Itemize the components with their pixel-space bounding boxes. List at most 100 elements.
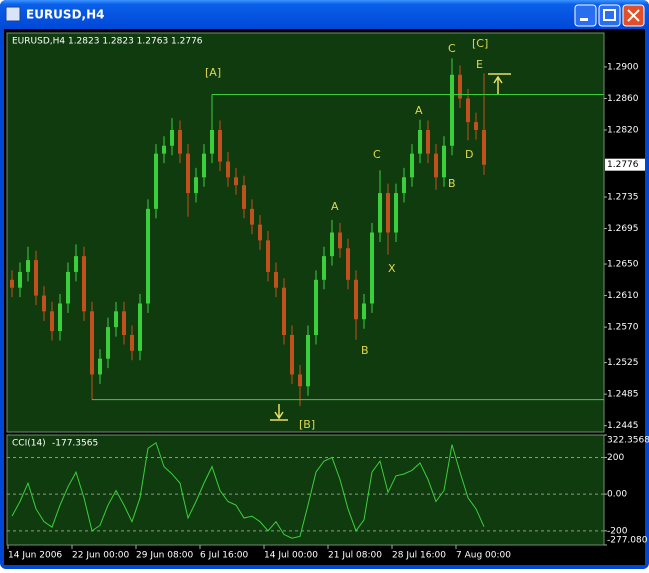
candle-body — [250, 208, 254, 225]
candle-body — [98, 358, 102, 375]
title-bar — [0, 0, 649, 29]
y-tick-label: 1.2445 — [607, 421, 639, 431]
wave-label: E — [476, 58, 483, 71]
candle-body — [146, 208, 150, 304]
y-tick-label: 1.2485 — [607, 390, 639, 400]
candle-body — [370, 232, 374, 304]
candle-body — [458, 74, 462, 99]
candle-body — [26, 260, 30, 272]
up-arrow — [488, 73, 511, 94]
candle-body — [266, 240, 270, 272]
x-tick-label: 28 Jul 16:00 — [392, 551, 446, 561]
candle-body — [18, 271, 22, 288]
candle-body — [154, 153, 158, 209]
maximize-button[interactable] — [598, 4, 621, 27]
y-tick-label: 1.2860 — [607, 94, 639, 104]
candle-body — [130, 335, 134, 351]
candle-body — [42, 295, 46, 312]
x-tick-label: 21 Jul 08:00 — [328, 551, 382, 561]
y-tick-label: -277.080 — [607, 536, 648, 546]
candle-body — [186, 153, 190, 194]
y-tick-label: 1.2735 — [607, 193, 639, 203]
wave-label: A — [415, 104, 423, 117]
y-tick-label: 1.2610 — [607, 291, 639, 301]
candle-body — [170, 129, 174, 146]
wave-label: [C] — [472, 37, 488, 50]
candle-body — [450, 74, 454, 146]
candle-body — [338, 232, 342, 249]
price-tag — [605, 158, 645, 171]
candle-body — [362, 303, 366, 320]
candle-body — [418, 129, 422, 154]
current-price: 1.2776 — [607, 160, 639, 170]
candle-body — [474, 122, 478, 130]
x-tick-label: 7 Aug 00:00 — [456, 551, 511, 561]
candle-body — [10, 279, 14, 288]
candle-body — [394, 193, 398, 233]
down-arrow — [270, 404, 288, 421]
candle-body — [322, 256, 326, 280]
cci-panel — [6, 434, 605, 546]
candle-body — [402, 177, 406, 194]
candle-body — [258, 224, 262, 241]
y-tick-label: -200 — [607, 526, 628, 536]
candle-body — [434, 153, 438, 178]
candle-body — [114, 311, 118, 328]
window-title: EURUSD,H4 — [26, 8, 104, 22]
candle-body — [482, 129, 486, 165]
x-tick-label: 22 Jun 00:00 — [72, 551, 129, 561]
candle-body — [306, 335, 310, 387]
candle-body — [386, 193, 390, 233]
y-tick-label: 200 — [607, 453, 624, 463]
wave-label: A — [331, 200, 339, 213]
candle-body — [314, 279, 318, 336]
wave-label: B — [448, 177, 456, 190]
candle-body — [298, 374, 302, 387]
candle-body — [82, 256, 86, 312]
candle-body — [122, 311, 126, 336]
candle-body — [218, 129, 222, 162]
y-tick-label: 0.00 — [607, 490, 627, 500]
symbol-header: EURUSD,H4 1.2823 1.2823 1.2763 1.2776 — [12, 37, 203, 47]
y-tick-label: 322.3568 — [607, 436, 649, 446]
wave-label: C — [373, 148, 381, 161]
indicator-name: CCI(14) — [12, 439, 46, 449]
candle-body — [282, 287, 286, 336]
candle-body — [202, 153, 206, 178]
x-tick-label: 14 Jun 2006 — [8, 551, 62, 561]
candle-body — [50, 311, 54, 332]
wave-label: B — [361, 344, 369, 357]
candle-body — [466, 98, 470, 123]
cci-line — [11, 441, 485, 539]
x-tick-label: 6 Jul 16:00 — [200, 551, 249, 561]
candle-body — [106, 327, 110, 359]
candle-body — [178, 129, 182, 154]
candle-body — [346, 248, 350, 280]
candle-body — [378, 193, 382, 233]
candle-body — [290, 335, 294, 375]
x-tick-label: 14 Jul 00:00 — [264, 551, 318, 561]
wave-label: [B] — [299, 418, 315, 431]
candle-body — [74, 256, 78, 272]
candle-body — [426, 129, 430, 154]
candle-body — [410, 153, 414, 178]
candle-body — [162, 145, 166, 154]
candle-body — [330, 232, 334, 257]
y-tick-label: 1.2695 — [607, 224, 639, 234]
y-tick-label: 1.2570 — [607, 323, 639, 333]
candle-body — [194, 177, 198, 194]
close-button[interactable] — [622, 4, 645, 27]
candle-body — [242, 185, 246, 209]
x-tick-label: 29 Jun 08:00 — [136, 551, 193, 561]
candle-body — [442, 145, 446, 178]
wave-label: C — [448, 42, 456, 55]
candle-body — [274, 271, 278, 288]
candle-body — [66, 271, 70, 304]
indicator-value: -177.3565 — [52, 439, 98, 449]
wave-label: [A] — [205, 66, 221, 79]
minimize-button[interactable] — [574, 4, 597, 27]
candle-body — [58, 303, 62, 332]
candle-body — [34, 260, 38, 296]
y-tick-label: 1.2900 — [607, 62, 639, 72]
